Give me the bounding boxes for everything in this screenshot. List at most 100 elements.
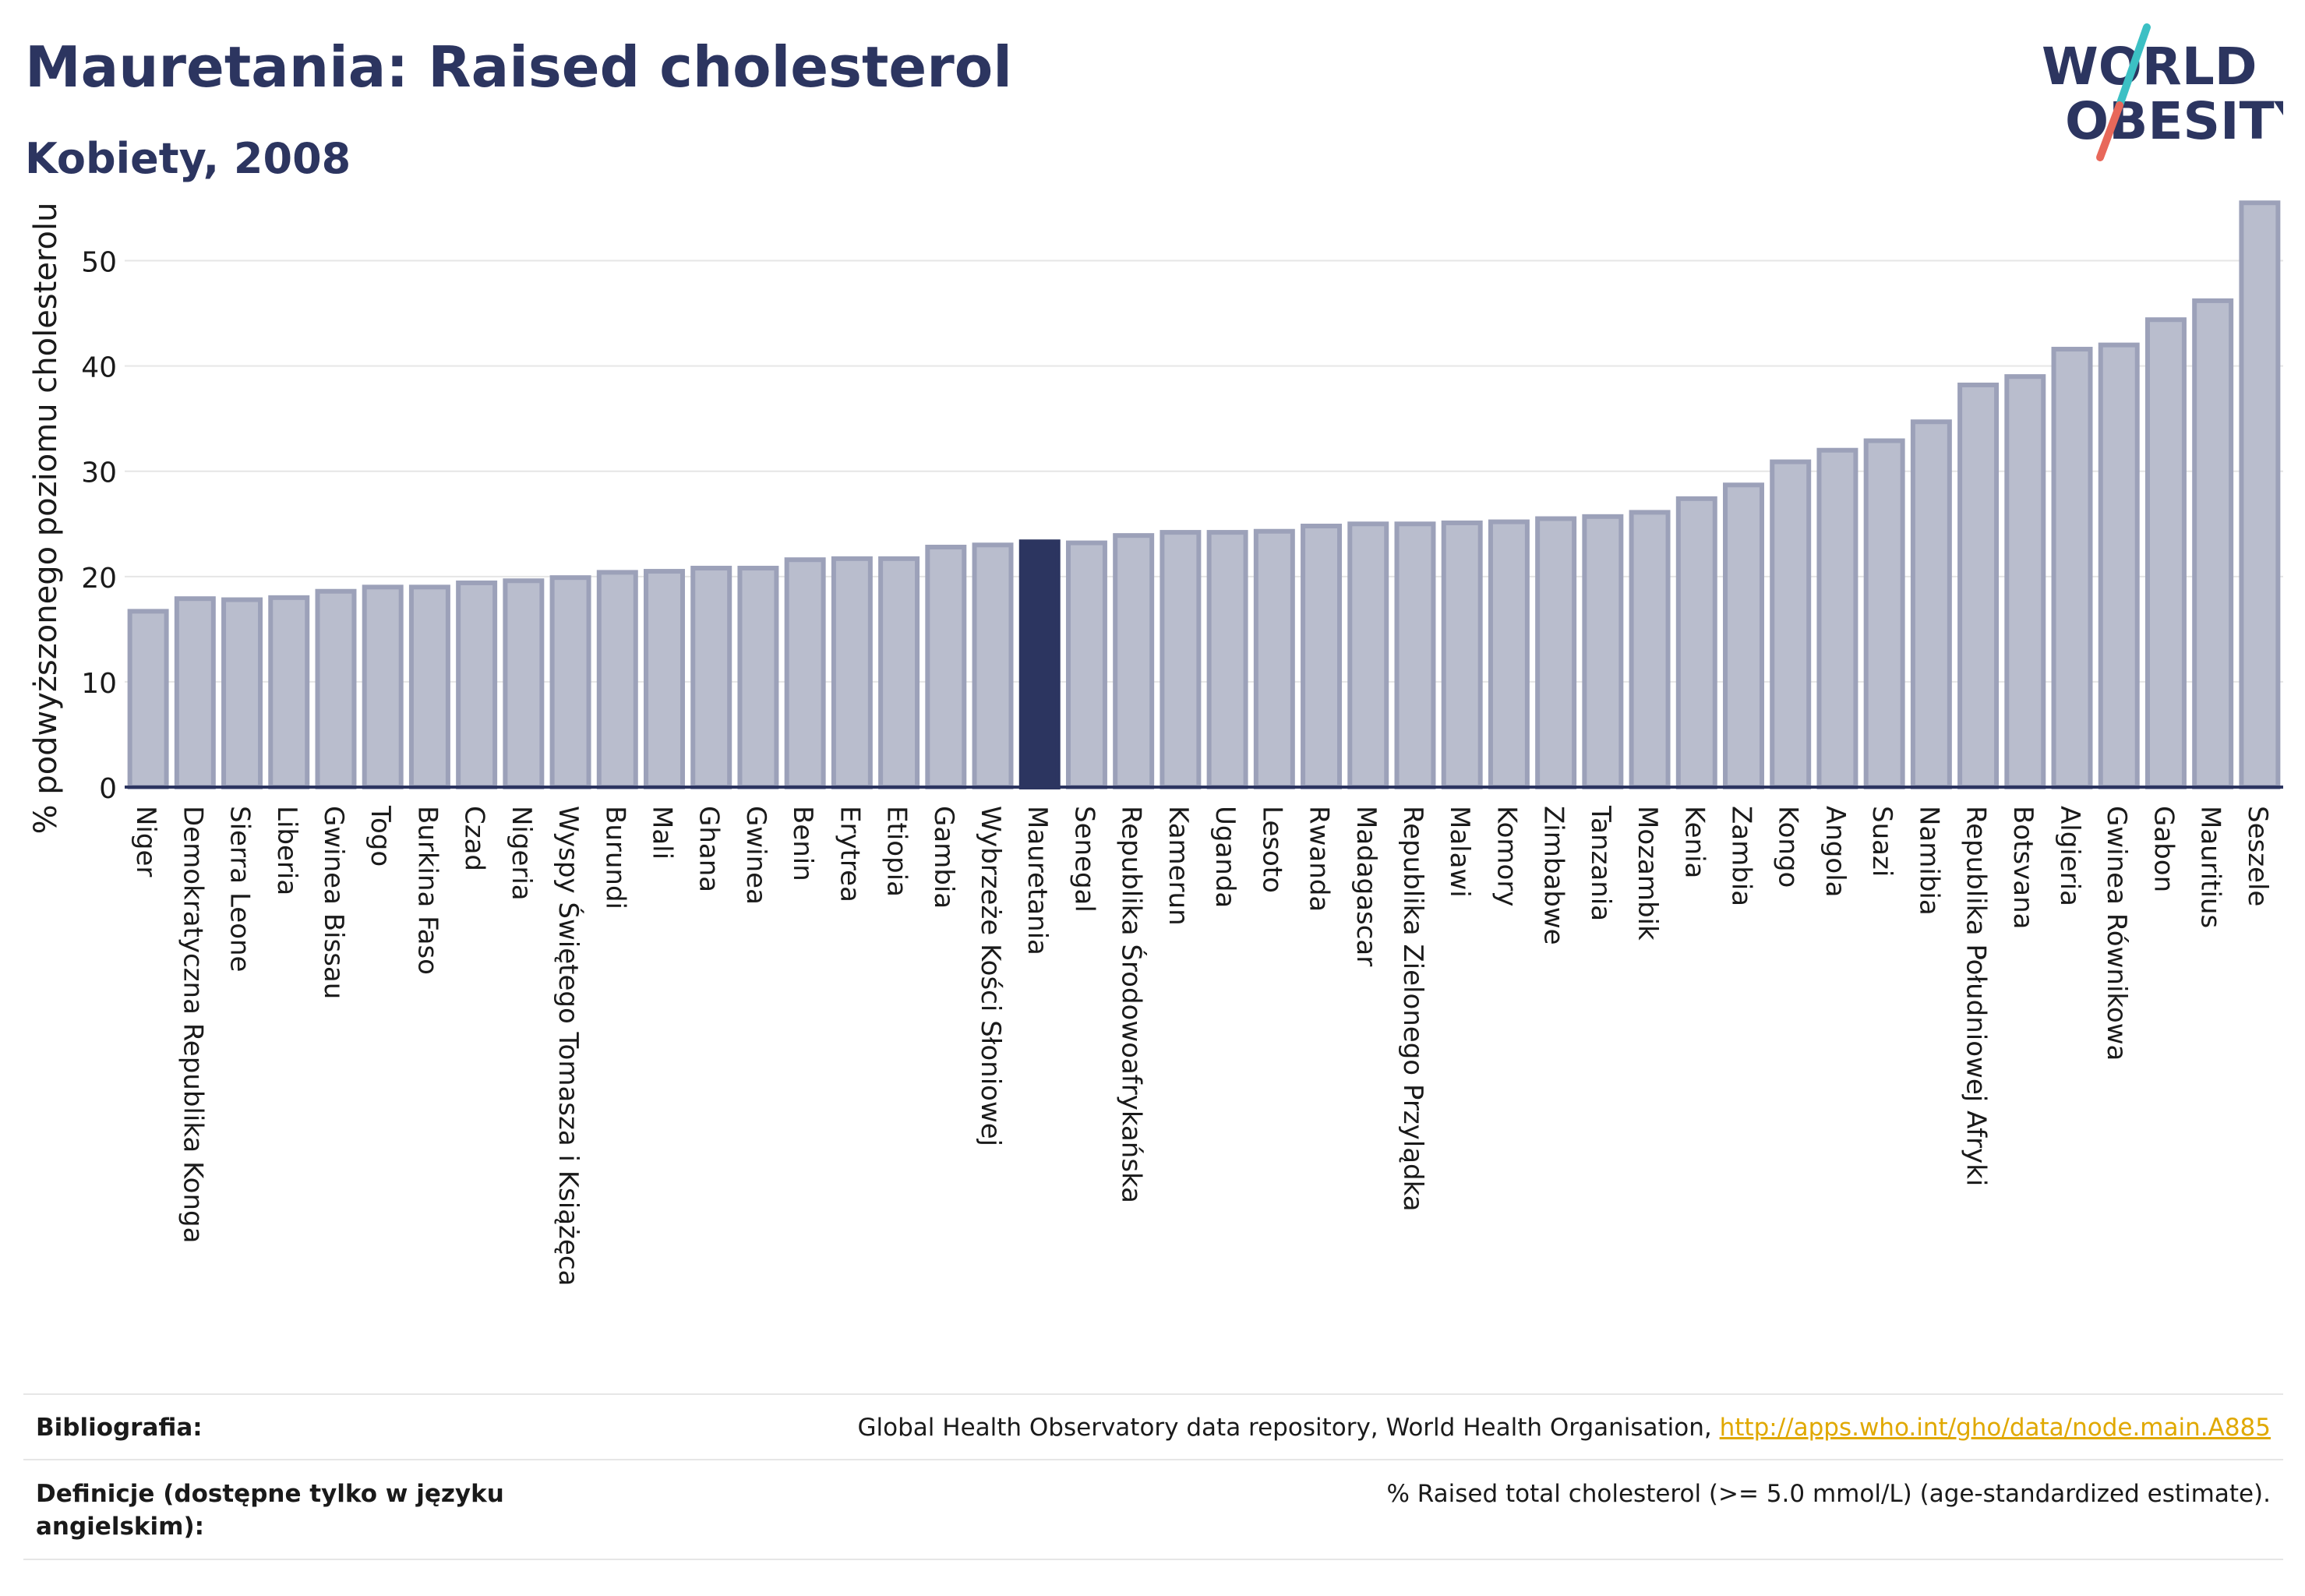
bar[interactable]	[268, 595, 310, 789]
y-tick-label: 50	[81, 247, 117, 279]
x-tick-label: Erytrea	[834, 806, 865, 902]
bar[interactable]	[878, 556, 920, 789]
bar[interactable]	[1253, 528, 1295, 789]
bar[interactable]	[1910, 419, 1952, 789]
x-tick-label: Czad	[459, 806, 490, 871]
bar[interactable]	[1347, 521, 1389, 789]
x-tick-label: Republika Środowoafrykańska	[1116, 806, 1148, 1203]
x-tick-label: Liberia	[271, 806, 302, 895]
x-tick-label: Wyspy Świętego Tomasza i Książęca	[552, 806, 584, 1286]
x-tick-label: Sierra Leone	[224, 806, 256, 972]
bar[interactable]	[2192, 298, 2234, 790]
bar[interactable]	[925, 545, 967, 789]
x-tick-label: Botsvana	[2007, 806, 2038, 930]
bar[interactable]	[784, 557, 826, 789]
bibliography-row: Bibliografia: Global Health Observatory …	[23, 1393, 2283, 1460]
bar[interactable]	[1301, 523, 1343, 790]
bar[interactable]	[362, 584, 404, 789]
bar[interactable]	[2051, 347, 2093, 789]
x-tick-label: Mauretania	[1022, 806, 1053, 955]
x-tick-label: Kenia	[1678, 806, 1710, 878]
bar[interactable]	[831, 556, 873, 789]
y-tick-label: 10	[81, 668, 117, 700]
definitions-value: % Raised total cholesterol (>= 5.0 mmol/…	[1386, 1480, 2271, 1508]
x-tick-label: Kamerun	[1163, 806, 1194, 926]
bibliography-value: Global Health Observatory data repositor…	[858, 1411, 2271, 1444]
x-tick-label: Mozambik	[1632, 806, 1663, 941]
bar[interactable]	[1206, 530, 1248, 789]
bar[interactable]	[174, 596, 216, 790]
bar[interactable]	[221, 597, 263, 790]
bar[interactable]	[690, 566, 732, 789]
x-tick-label: Mali	[647, 806, 678, 860]
bar[interactable]	[1816, 447, 1858, 789]
logo-text-world: WORLD	[2042, 37, 2257, 97]
x-tick-label: Nigeria	[506, 806, 537, 901]
bar[interactable]	[1675, 496, 1717, 789]
x-tick-label: Lesoto	[1256, 806, 1287, 893]
x-tick-label: Mauritius	[2195, 806, 2226, 928]
bar[interactable]	[1065, 540, 1107, 789]
bar[interactable]	[2098, 342, 2140, 789]
bar[interactable]	[1863, 438, 1905, 789]
definitions-row: Definicje (dostępne tylko w języku angie…	[23, 1459, 2283, 1560]
x-tick-label: Uganda	[1209, 806, 1241, 908]
x-tick-label: Komory	[1491, 806, 1522, 906]
bar[interactable]	[315, 588, 357, 789]
bar[interactable]	[408, 584, 450, 789]
bar[interactable]	[2004, 374, 2046, 789]
x-tick-label: Zimbabwe	[1538, 806, 1569, 945]
bar[interactable]	[1113, 533, 1155, 790]
y-tick-label: 30	[81, 457, 117, 489]
bibliography-link[interactable]: http://apps.who.int/gho/data/node.main.A…	[1719, 1414, 2271, 1442]
definitions-label: Definicje (dostępne tylko w języku angie…	[36, 1480, 504, 1541]
x-tick-label: Malawi	[1444, 806, 1475, 898]
bar[interactable]	[1770, 459, 1812, 789]
bar[interactable]	[1957, 382, 2000, 789]
bar[interactable]	[1723, 482, 1764, 789]
y-tick-label: 0	[99, 773, 117, 805]
x-tick-label: Benin	[787, 806, 818, 881]
label-layer: Niger Demokratyczna Republika Konga Sierra…	[130, 805, 2273, 1286]
bar[interactable]	[1535, 516, 1577, 789]
bar[interactable]	[503, 578, 545, 790]
bar[interactable]	[127, 609, 169, 789]
chart-subtitle: Kobiety, 2008	[25, 134, 351, 183]
x-tick-label: Togo	[365, 805, 396, 867]
x-tick-label: Suazi	[1866, 806, 1897, 877]
bar[interactable]	[644, 569, 685, 789]
x-tick-label: Kongo	[1773, 806, 1804, 888]
x-tick-label: Republika Południowej Afryki	[1961, 806, 1992, 1186]
bar[interactable]	[1629, 510, 1671, 790]
bar[interactable]	[1394, 521, 1436, 789]
x-tick-label: Gambia	[928, 806, 959, 909]
x-tick-label: Senegal	[1068, 806, 1100, 913]
bibliography-label: Bibliografia:	[36, 1414, 203, 1442]
x-tick-label: Burundi	[599, 806, 630, 909]
logo-slash-top	[2116, 23, 2151, 109]
axis-layer: 0 10 20 30 40 50	[81, 247, 2283, 805]
bar-layer	[127, 200, 2281, 790]
bar[interactable]	[549, 575, 591, 789]
bar-chart: 0 10 20 30 40 50 Niger Demokratyczna Republika…	[28, 200, 2283, 1286]
bar[interactable]	[456, 580, 498, 789]
bar[interactable]	[2239, 200, 2281, 789]
bar[interactable]	[972, 542, 1014, 789]
bar[interactable]	[596, 570, 638, 790]
x-tick-label: Gwinea	[740, 806, 771, 905]
bar[interactable]	[1441, 520, 1483, 789]
x-tick-label: Gabon	[2148, 806, 2179, 892]
bar[interactable]	[2144, 317, 2187, 790]
bar[interactable]	[1582, 514, 1624, 790]
bar[interactable]	[737, 566, 779, 789]
x-tick-label: Gwinea Równikowa	[2101, 806, 2132, 1061]
x-tick-label: Namibia	[1913, 806, 1944, 916]
logo-slash-bottom	[2096, 101, 2123, 161]
bar[interactable]	[1018, 539, 1061, 789]
x-tick-label: Angola	[1820, 806, 1851, 897]
x-tick-label: Etiopia	[881, 806, 912, 897]
x-tick-label: Demokratyczna Republika Konga	[177, 806, 208, 1243]
bar[interactable]	[1160, 530, 1202, 789]
bar[interactable]	[1488, 519, 1530, 789]
bibliography-text: Global Health Observatory data repositor…	[857, 1414, 1720, 1442]
